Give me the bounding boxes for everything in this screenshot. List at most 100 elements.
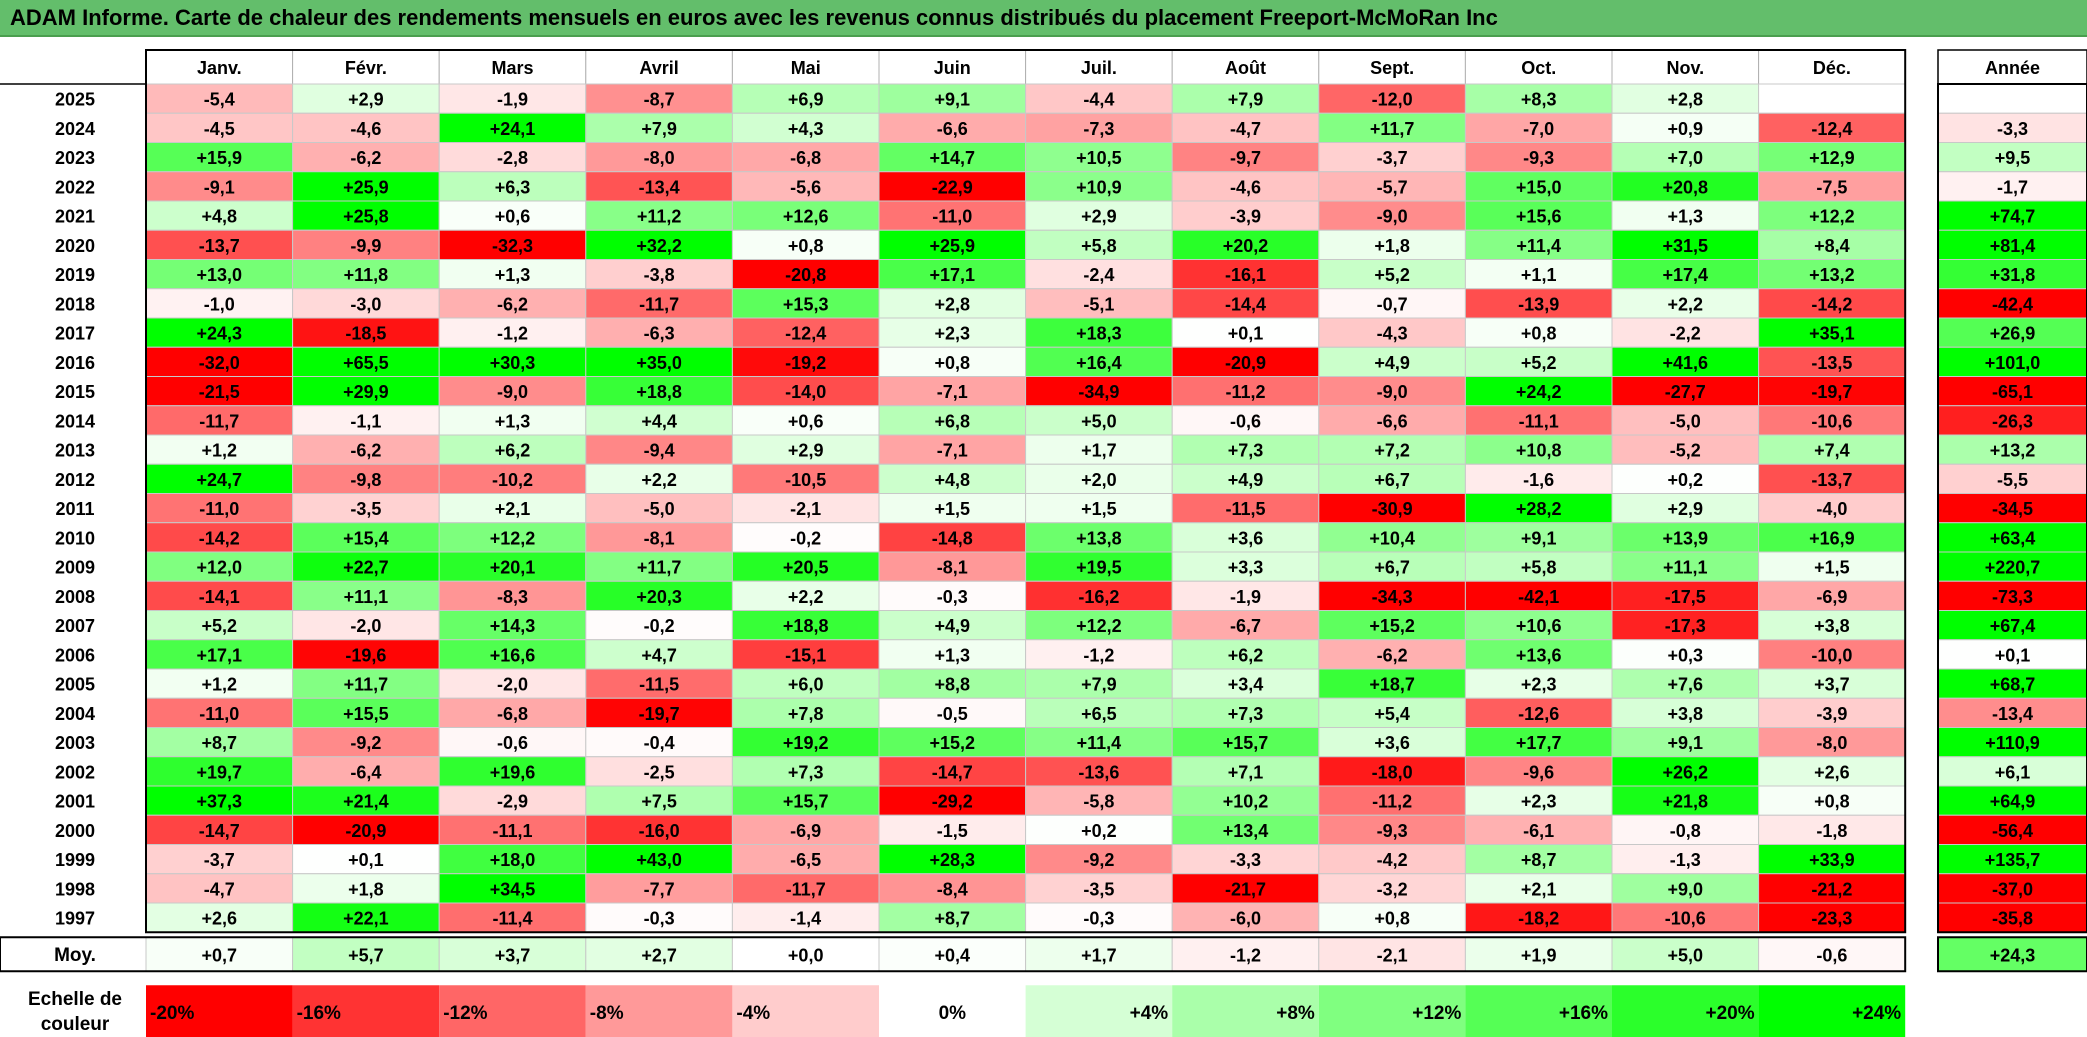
heatmap-cell-value: +13,0 [197,265,243,285]
annual-cell-value: -1,7 [1997,177,2028,197]
heatmap-cell-value: -34,9 [1078,382,1119,402]
heatmap-cell-value: -1,5 [937,821,968,841]
heatmap-cell-value: +7,3 [788,762,824,782]
month-header-cell [731,49,880,85]
row-year-label: 2018 [55,294,95,314]
heatmap-cell-value: +29,9 [343,382,389,402]
heatmap-cell [1464,697,1613,728]
heatmap-cell-value: -1,9 [497,90,528,110]
heatmap-cell-value: -5,0 [644,499,675,519]
heatmap-cell-value: -6,3 [644,324,675,344]
heatmap-cell-value: +5,8 [1081,236,1117,256]
annual-cell [1937,288,2087,319]
heatmap-cell-value: -3,9 [1816,704,1847,724]
heatmap-cell [438,668,587,699]
annual-cell-value: +26,9 [1990,324,2036,344]
heatmap-cell [878,142,1027,173]
heatmap-cell [292,376,440,407]
heatmap-cell-value: +2,9 [1081,207,1117,227]
heatmap-cell-value: +0,6 [495,207,531,227]
color-scale-swatch [1612,985,1759,1037]
average-cell [438,936,587,972]
annual-cell [1937,873,2087,904]
heatmap-cell [1171,639,1320,670]
row-year-label: 2015 [55,382,95,402]
annual-cell [1937,668,2087,699]
heatmap-cell [1758,902,1906,933]
heatmap-cell-value: +8,7 [1521,850,1557,870]
heatmap-cell-value: +14,7 [930,148,976,168]
heatmap-cell [145,83,294,114]
heatmap-cell [145,551,294,582]
annual-cell-value: +64,9 [1990,792,2036,812]
heatmap-cell-value: +10,4 [1369,528,1415,548]
heatmap-cell [585,434,733,465]
heatmap-cell [1318,200,1466,231]
heatmap-cell [145,434,294,465]
heatmap-cell-value: +4,3 [788,119,824,139]
annual-cell-value: +135,7 [1985,850,2041,870]
heatmap-cell-value: +12,0 [197,558,243,578]
heatmap-cell [1171,697,1320,728]
heatmap-cell-value: +5,4 [1374,704,1410,724]
heatmap-cell-value: +19,5 [1076,558,1122,578]
heatmap-cell [438,346,587,377]
heatmap-cell-value: +3,7 [1814,675,1850,695]
heatmap-cell [1171,317,1320,348]
heatmap-cell [1758,873,1906,904]
heatmap-cell-value: +4,8 [202,207,238,227]
heatmap-cell [878,522,1027,553]
heatmap-cell [585,756,733,787]
months-block-border [145,49,1907,934]
heatmap-cell-value: -9,8 [350,470,381,490]
heatmap-cell [1025,434,1173,465]
heatmap-cell [731,405,880,436]
heatmap-cell-value: +20,3 [636,587,682,607]
month-header-label: Avril [639,58,678,78]
heatmap-cell [1611,814,1760,845]
heatmap-cell-value: +9,1 [1521,528,1557,548]
heatmap-cell-value: +20,5 [783,558,829,578]
heatmap-cell-value: +15,9 [197,148,243,168]
heatmap-cell [1464,814,1613,845]
heatmap-cell [1611,346,1760,377]
heatmap-cell-value: +5,0 [1081,411,1117,431]
heatmap-cell [1171,756,1320,787]
heatmap-cell-value: +0,6 [788,411,824,431]
heatmap-cell-value: +0,9 [1668,119,1704,139]
heatmap-cell [1318,610,1466,641]
heatmap-cell-value: +0,8 [788,236,824,256]
heatmap-cell [1025,346,1173,377]
heatmap-cell-value: +15,7 [1223,733,1269,753]
heatmap-cell-value: -1,4 [790,909,821,929]
heatmap-cell-value: -0,7 [1377,294,1408,314]
heatmap-cell-value: +0,1 [1228,324,1264,344]
heatmap-cell-value: +25,8 [343,207,389,227]
heatmap-cell-value: +18,8 [636,382,682,402]
heatmap-cell [1758,142,1906,173]
heatmap-cell-value: -11,5 [639,675,679,695]
heatmap-cell [438,873,587,904]
heatmap-cell-value: -11,2 [1372,792,1412,812]
heatmap-cell [438,317,587,348]
heatmap-cell-value: +11,4 [1516,236,1561,256]
heatmap-cell-value: -0,8 [1670,821,1701,841]
annual-cell-value: +68,7 [1990,675,2036,695]
annual-cell [1937,727,2087,758]
heatmap-cell-value: +7,0 [1668,148,1704,168]
heatmap-cell [1318,522,1466,553]
heatmap-cell-value: -10,6 [1811,411,1852,431]
heatmap-cell-value: -2,0 [497,675,528,695]
heatmap-cell [145,697,294,728]
heatmap-cell [292,200,440,231]
heatmap-cell-value: -8,1 [937,558,968,578]
heatmap-cell [1318,551,1466,582]
heatmap-cell [1464,376,1613,407]
heatmap-cell-value: +2,9 [1668,499,1704,519]
heatmap-cell [1611,405,1760,436]
heatmap-cell [292,727,440,758]
heatmap-cell-value: -13,9 [1518,294,1559,314]
heatmap-cell [1025,317,1173,348]
heatmap-cell [1464,785,1613,816]
heatmap-cell-value: -11,4 [492,909,532,929]
